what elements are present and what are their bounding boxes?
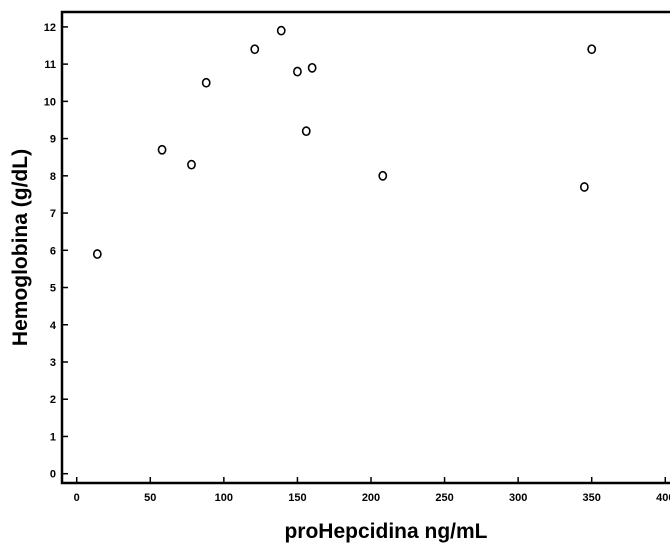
data-point — [187, 159, 196, 170]
y-tick-label: 2 — [50, 394, 56, 406]
y-tick-label: 5 — [50, 283, 56, 295]
x-tick-label: 50 — [144, 492, 156, 504]
y-tick-label: 12 — [44, 22, 56, 34]
data-point — [250, 44, 260, 55]
x-tick-label: 0 — [74, 492, 80, 504]
y-tick-label: 3 — [50, 357, 56, 369]
y-tick-label: 10 — [44, 96, 56, 108]
data-point — [378, 170, 388, 181]
y-tick-label: 8 — [50, 171, 56, 183]
data-points — [92, 25, 597, 259]
data-point — [587, 44, 597, 55]
x-tick-label: 250 — [435, 492, 453, 504]
data-point — [92, 249, 102, 259]
y-axis-title: Hemoglobina (g/dL) — [9, 149, 32, 346]
x-tick-label: 150 — [288, 492, 306, 504]
x-tick-label: 300 — [509, 492, 527, 504]
data-point — [293, 66, 302, 77]
x-axis: 0 50 100 150 200 250 300 350 400 — [74, 477, 670, 504]
y-tick-label: 9 — [50, 134, 56, 146]
plot-border — [60, 10, 670, 485]
data-point — [579, 182, 589, 192]
plot-frame — [60, 10, 670, 485]
data-point — [157, 144, 167, 155]
data-point — [307, 62, 317, 73]
x-axis-title: proHepcidina ng/mL — [284, 520, 487, 543]
x-tick-label: 100 — [215, 492, 233, 504]
y-tick-label: 0 — [50, 469, 56, 481]
x-tick-label: 350 — [583, 492, 601, 504]
data-point — [201, 77, 211, 88]
data-point — [276, 25, 286, 36]
x-tick-label: 400 — [656, 492, 670, 504]
y-tick-label: 6 — [50, 245, 56, 257]
data-point — [301, 126, 311, 137]
y-tick-label: 4 — [50, 320, 57, 332]
y-tick-label: 1 — [50, 431, 56, 443]
x-tick-label: 200 — [362, 492, 380, 504]
y-tick-label: 7 — [50, 208, 56, 220]
y-tick-label: 11 — [44, 59, 56, 71]
